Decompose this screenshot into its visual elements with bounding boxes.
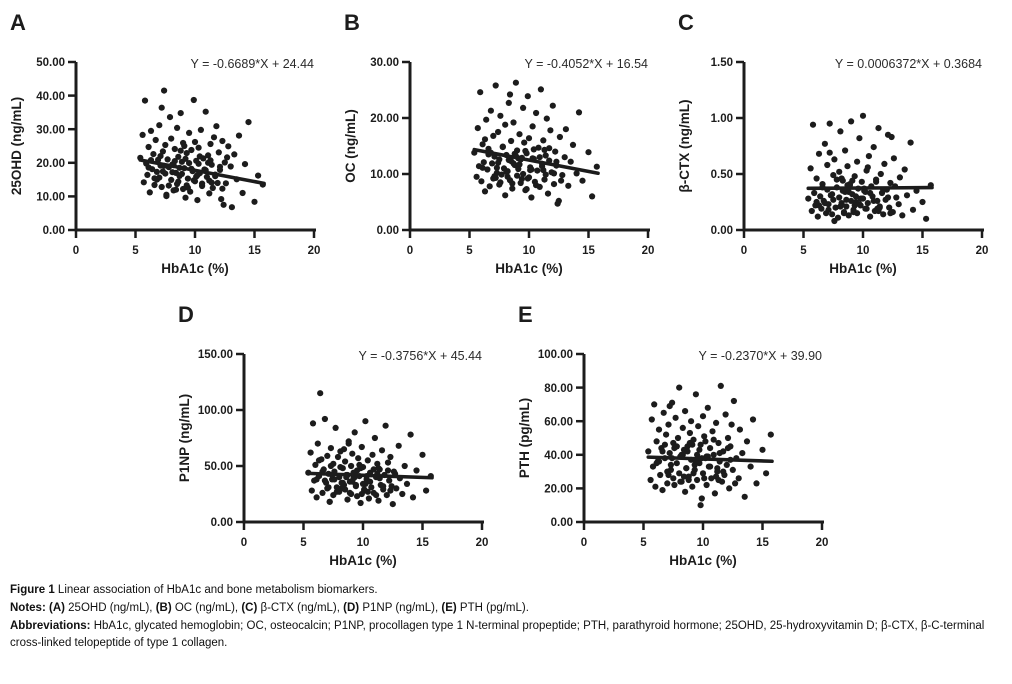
regression-equation-label: Y = -0.2370*X + 39.90 bbox=[699, 349, 823, 363]
x-tick-label: 0 bbox=[407, 245, 413, 257]
caption-figure-title: Figure 1 Linear association of HbA1c and… bbox=[10, 584, 378, 596]
scatter-plot-svg: C Y = 0.0006372*X + 0.3684 0.00 0.50 1.00 1.5… bbox=[677, 10, 989, 276]
figure-caption: Figure 1 Linear association of HbA1c and… bbox=[10, 582, 1002, 653]
x-axis-title: HbA1c (%) bbox=[669, 553, 737, 568]
caption-notes: Notes: (A) 25OHD (ng/mL), (B) OC (ng/mL)… bbox=[10, 601, 529, 614]
y-tick-label: 0.00 bbox=[43, 225, 65, 237]
y-tick-label: 20.00 bbox=[544, 484, 573, 496]
y-tick-label: 0.00 bbox=[211, 517, 233, 529]
x-tick-label: 15 bbox=[416, 537, 429, 549]
panel-letter: A bbox=[10, 10, 26, 35]
panel-letter: C bbox=[678, 10, 694, 35]
x-tick-label: 0 bbox=[581, 537, 587, 549]
x-tick-label: 15 bbox=[582, 245, 595, 257]
y-tick-label: 100.00 bbox=[198, 405, 233, 417]
x-tick-label: 15 bbox=[248, 245, 261, 257]
x-tick-label: 20 bbox=[816, 537, 829, 549]
x-tick-label: 20 bbox=[642, 245, 655, 257]
y-axis-title: PTH (pg/mL) bbox=[517, 398, 532, 478]
scatter-points bbox=[137, 87, 266, 211]
x-axis-title: HbA1c (%) bbox=[329, 553, 397, 568]
y-tick-label: 50.00 bbox=[204, 461, 233, 473]
x-tick-label: 20 bbox=[976, 245, 989, 257]
scatter-plot-svg: E Y = -0.2370*X + 39.90 0.00 20.00 40.00 60.0… bbox=[517, 302, 829, 568]
scatter-plot-svg: A Y = -0.6689*X + 24.44 0.00 10.00 20.00 30.0… bbox=[9, 10, 321, 276]
x-tick-label: 5 bbox=[466, 245, 473, 257]
regression-line bbox=[306, 471, 434, 480]
y-tick-label: 100.00 bbox=[538, 349, 573, 361]
x-tick-label: 10 bbox=[697, 537, 710, 549]
y-tick-label: 50.00 bbox=[36, 57, 65, 69]
regression-line bbox=[646, 455, 774, 464]
x-tick-label: 10 bbox=[189, 245, 202, 257]
y-axis-title: OC (ng/mL) bbox=[343, 109, 358, 183]
x-tick-label: 10 bbox=[857, 245, 870, 257]
y-tick-label: 0.00 bbox=[377, 225, 399, 237]
y-axis-title: β-CTX (ng/mL) bbox=[677, 100, 692, 193]
x-tick-label: 0 bbox=[73, 245, 79, 257]
x-tick-label: 20 bbox=[308, 245, 321, 257]
panel-e-pth-scatter: E Y = -0.2370*X + 39.90 0.00 20.00 40.00 60.0… bbox=[516, 296, 848, 580]
x-axis-title: HbA1c (%) bbox=[495, 261, 563, 276]
regression-equation-label: Y = -0.4052*X + 16.54 bbox=[525, 57, 649, 71]
y-tick-label: 30.00 bbox=[36, 124, 65, 136]
y-tick-label: 0.50 bbox=[711, 169, 733, 181]
panel-a-25ohd-scatter: A Y = -0.6689*X + 24.44 0.00 10.00 20.00 30.0… bbox=[8, 4, 340, 288]
x-tick-label: 20 bbox=[476, 537, 489, 549]
x-tick-label: 5 bbox=[132, 245, 139, 257]
x-tick-label: 5 bbox=[800, 245, 807, 257]
regression-line bbox=[138, 158, 266, 186]
panel-letter: E bbox=[518, 302, 533, 327]
x-tick-label: 10 bbox=[357, 537, 370, 549]
x-tick-label: 0 bbox=[241, 537, 247, 549]
x-tick-label: 5 bbox=[640, 537, 647, 549]
scatter-points bbox=[305, 390, 434, 508]
x-tick-label: 0 bbox=[741, 245, 747, 257]
y-tick-label: 1.00 bbox=[711, 113, 733, 125]
scatter-points bbox=[645, 382, 774, 509]
y-tick-label: 30.00 bbox=[370, 57, 399, 69]
y-tick-label: 20.00 bbox=[370, 113, 399, 125]
y-tick-label: 40.00 bbox=[36, 91, 65, 103]
x-tick-label: 15 bbox=[756, 537, 769, 549]
panel-b-oc-scatter: B Y = -0.4052*X + 16.54 0.00 10.00 20.00 30.0… bbox=[342, 4, 674, 288]
scatter-points bbox=[471, 79, 600, 207]
y-tick-label: 40.00 bbox=[544, 450, 573, 462]
panel-letter: B bbox=[344, 10, 360, 35]
x-tick-label: 5 bbox=[300, 537, 307, 549]
y-tick-label: 0.00 bbox=[711, 225, 733, 237]
y-axis-title: 25OHD (ng/mL) bbox=[9, 97, 24, 195]
y-tick-label: 10.00 bbox=[36, 192, 65, 204]
caption-abbreviations: Abbreviations: HbA1c, glycated hemoglobi… bbox=[10, 619, 985, 650]
x-axis-title: HbA1c (%) bbox=[829, 261, 897, 276]
scatter-plot-svg: B Y = -0.4052*X + 16.54 0.00 10.00 20.00 30.0… bbox=[343, 10, 655, 276]
regression-line bbox=[806, 185, 934, 191]
y-axis-title: P1NP (ng/mL) bbox=[177, 394, 192, 482]
x-tick-label: 10 bbox=[523, 245, 536, 257]
regression-line bbox=[472, 147, 600, 176]
x-tick-label: 15 bbox=[916, 245, 929, 257]
y-tick-label: 80.00 bbox=[544, 383, 573, 395]
y-tick-label: 0.00 bbox=[551, 517, 573, 529]
y-tick-label: 60.00 bbox=[544, 416, 573, 428]
regression-equation-label: Y = -0.6689*X + 24.44 bbox=[191, 57, 315, 71]
x-axis-title: HbA1c (%) bbox=[161, 261, 229, 276]
y-tick-label: 1.50 bbox=[711, 57, 733, 69]
y-tick-label: 20.00 bbox=[36, 158, 65, 170]
scatter-points bbox=[805, 112, 934, 225]
y-tick-label: 10.00 bbox=[370, 169, 399, 181]
panel-letter: D bbox=[178, 302, 194, 327]
regression-equation-label: Y = 0.0006372*X + 0.3684 bbox=[835, 57, 982, 71]
regression-equation-label: Y = -0.3756*X + 45.44 bbox=[359, 349, 483, 363]
scatter-plot-svg: DY = -0.3756*X + 45.440.0050.00100.00150… bbox=[177, 302, 489, 568]
panel-c-bctx-scatter: C Y = 0.0006372*X + 0.3684 0.00 0.50 1.00 1.5… bbox=[676, 4, 1008, 288]
y-tick-label: 150.00 bbox=[198, 349, 233, 361]
